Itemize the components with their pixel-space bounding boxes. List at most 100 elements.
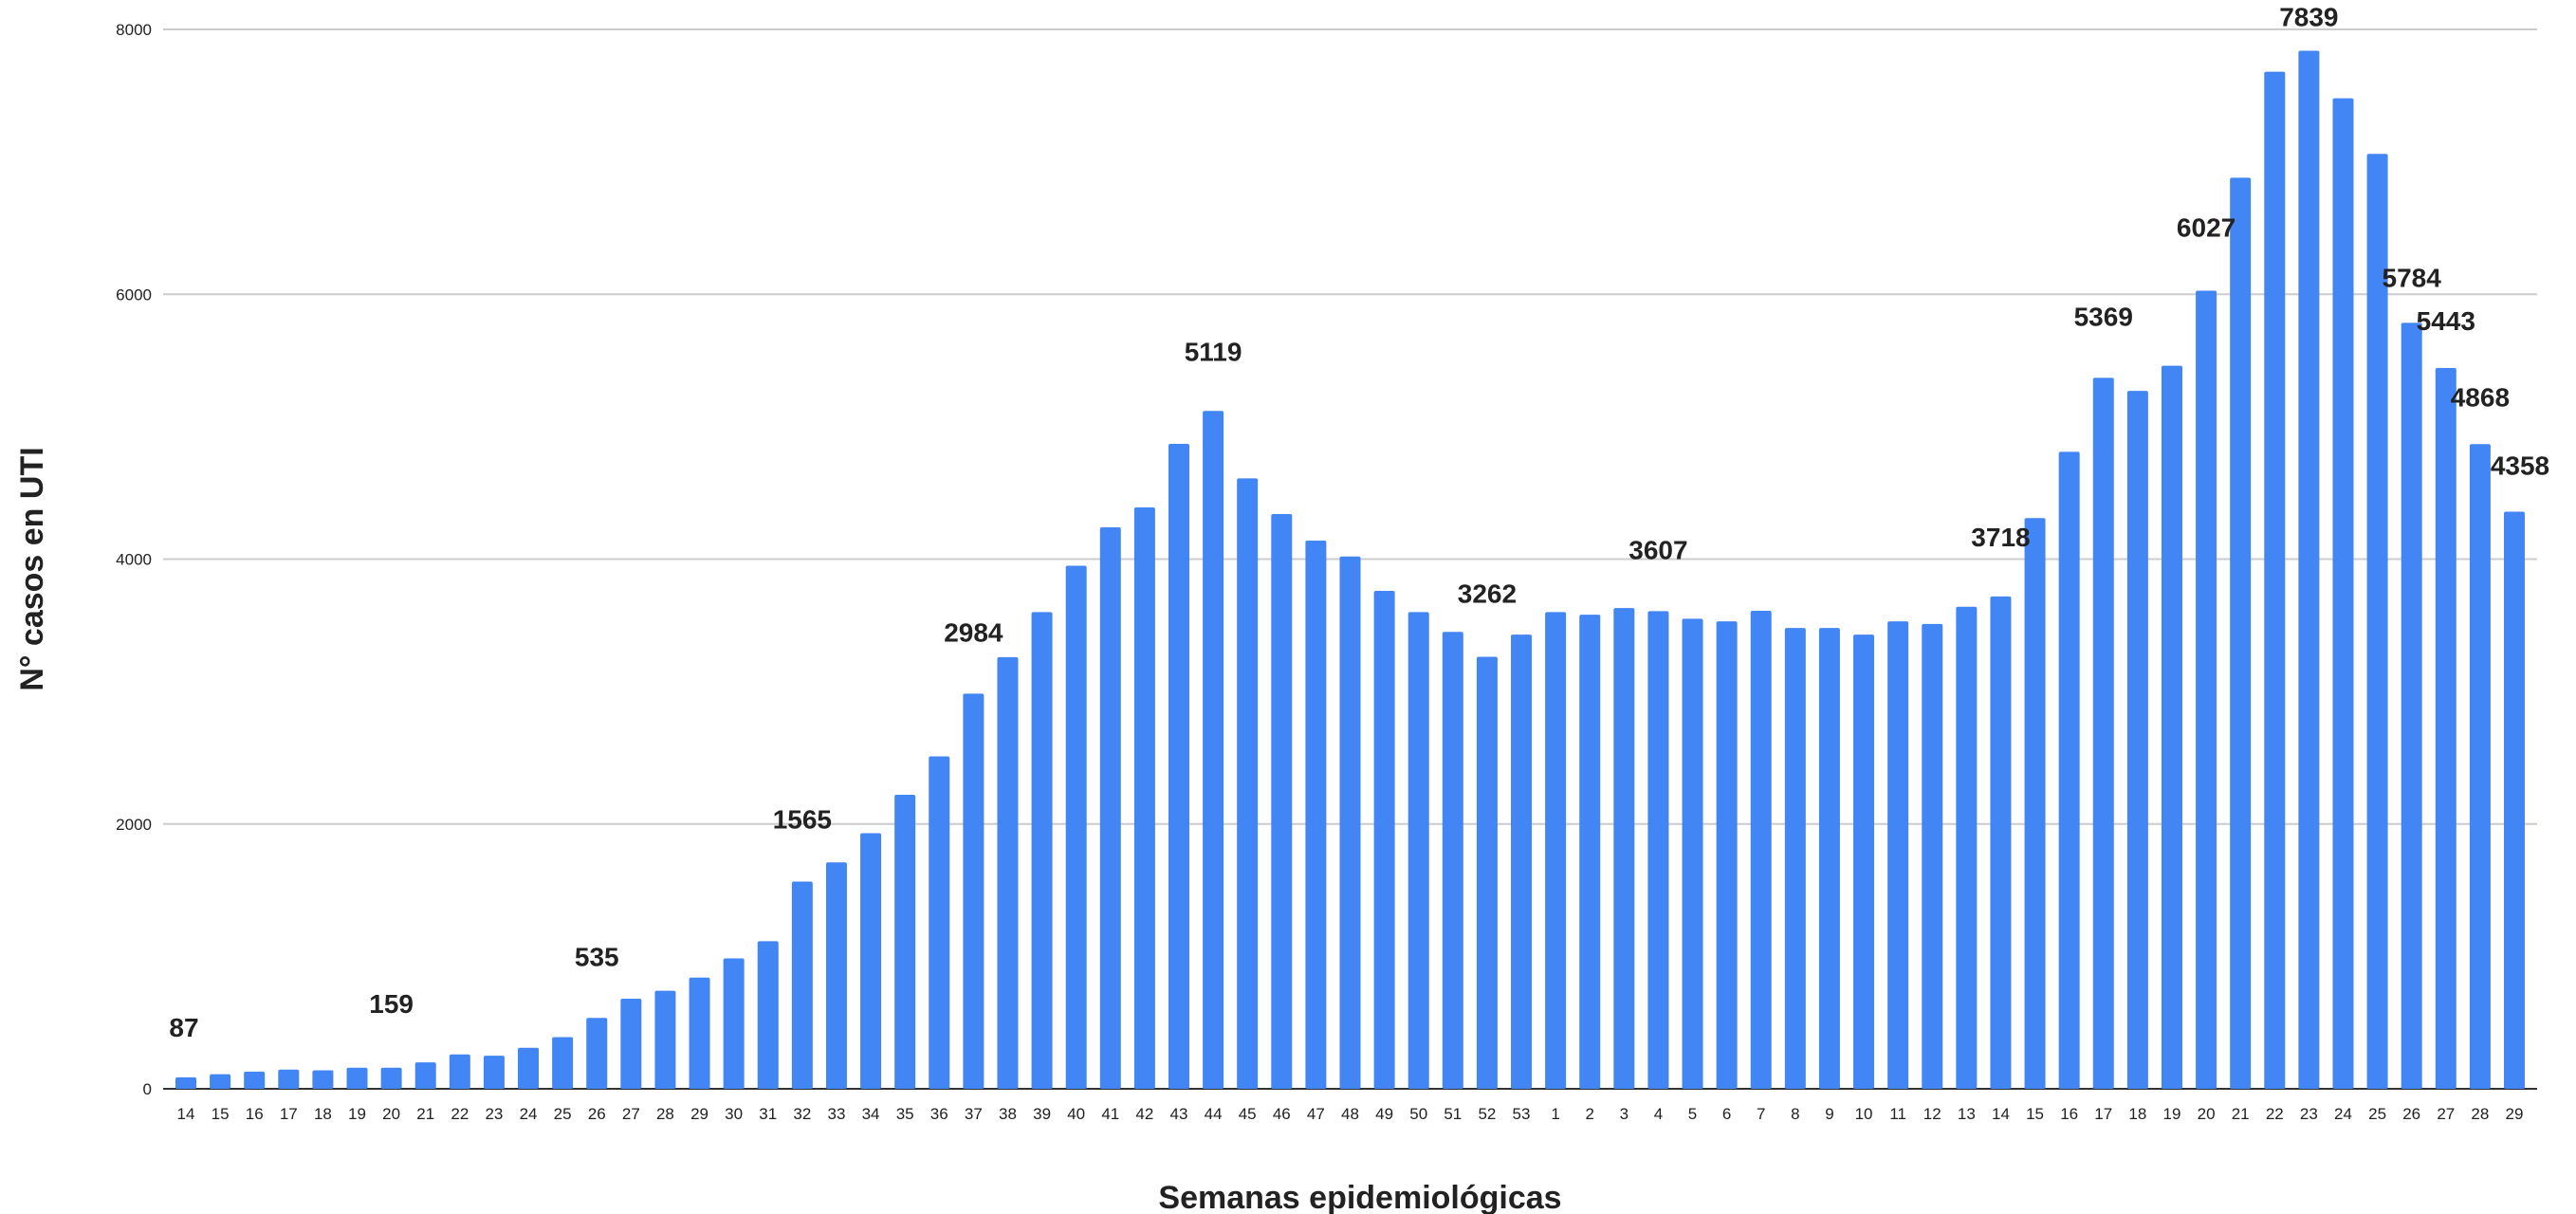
x-tick-label: 24: [520, 1105, 538, 1123]
bar: [1373, 591, 1395, 1089]
bar: [654, 990, 676, 1089]
bar: [2504, 511, 2525, 1089]
x-tick-label: 16: [246, 1105, 264, 1123]
bar: [2401, 322, 2422, 1089]
bar: [210, 1074, 231, 1089]
bar: [2366, 154, 2388, 1089]
x-tick-label: 19: [2163, 1105, 2181, 1123]
y-axis-ticks: 0 2000 4000 6000 8000: [116, 21, 152, 1098]
x-tick-label: 17: [280, 1105, 298, 1123]
x-tick-label: 20: [382, 1105, 400, 1123]
bar: [2024, 518, 2046, 1089]
x-tick-label: 41: [1101, 1105, 1119, 1123]
x-tick-label: 34: [862, 1105, 880, 1123]
x-tick-label: 17: [2094, 1105, 2112, 1123]
bar: [1853, 635, 1875, 1089]
bar: [1887, 621, 1909, 1089]
data-label: 2984: [944, 617, 1003, 647]
data-label: 5443: [2417, 306, 2475, 336]
x-tick-label: 48: [1341, 1105, 1359, 1123]
x-tick-label: 39: [1033, 1105, 1051, 1123]
x-tick-label: 36: [930, 1105, 948, 1123]
x-tick-label: 51: [1444, 1105, 1462, 1123]
bar: [757, 941, 779, 1089]
x-tick-label: 15: [212, 1105, 230, 1123]
x-tick-label: 18: [314, 1105, 332, 1123]
data-label: 3718: [1971, 523, 2030, 552]
x-tick-label: 27: [622, 1105, 640, 1123]
bar: [1203, 411, 1224, 1089]
x-tick-label: 44: [1205, 1105, 1223, 1123]
x-tick-label: 22: [2266, 1105, 2284, 1123]
bar: [723, 958, 745, 1089]
bar: [1065, 565, 1087, 1089]
x-tick-label: 5: [1688, 1105, 1697, 1123]
x-tick-label: 50: [1409, 1105, 1427, 1123]
bar: [2092, 377, 2114, 1089]
x-tick-label: 22: [451, 1105, 469, 1123]
x-tick-label: 27: [2437, 1105, 2455, 1123]
bar: [2230, 177, 2252, 1089]
x-tick-label: 28: [2471, 1105, 2489, 1123]
x-tick-label: 46: [1273, 1105, 1291, 1123]
data-label: 4358: [2491, 451, 2549, 481]
x-tick-label: 43: [1170, 1105, 1188, 1123]
bar: [1168, 444, 1189, 1089]
x-tick-label: 10: [1855, 1105, 1873, 1123]
x-tick-label: 52: [1478, 1105, 1496, 1123]
data-label: 3607: [1628, 535, 1687, 564]
x-tick-label: 16: [2060, 1105, 2078, 1123]
bar: [929, 756, 950, 1089]
bar: [1922, 623, 1943, 1089]
bar: [2435, 368, 2456, 1089]
x-tick-label: 19: [348, 1105, 366, 1123]
x-tick-label: 3: [1620, 1105, 1628, 1123]
bar: [1716, 621, 1738, 1089]
bar: [1442, 632, 1463, 1089]
x-tick-label: 14: [1992, 1105, 2010, 1123]
bar: [1305, 540, 1327, 1089]
bar: [414, 1062, 436, 1089]
x-tick-label: 29: [690, 1105, 708, 1123]
bar: [1682, 618, 1703, 1089]
data-label: 5119: [1185, 337, 1242, 366]
bar: [483, 1056, 505, 1089]
x-tick-label: 29: [2506, 1105, 2524, 1123]
x-tick-label: 53: [1513, 1105, 1531, 1123]
y-tick-label: 4000: [116, 551, 152, 569]
bar: [689, 977, 710, 1089]
x-axis-ticks: 14 15 16 17 18 19 20 21 22 23 24 25 26 27 28 29 30 31 32 33…: [177, 1105, 2524, 1123]
bar: [2161, 365, 2182, 1090]
x-tick-label: 14: [177, 1105, 195, 1123]
bar: [1339, 556, 1361, 1089]
x-tick-label: 45: [1239, 1105, 1257, 1123]
bar: [1408, 612, 1429, 1089]
x-tick-label: 35: [896, 1105, 914, 1123]
bar: [1237, 478, 1259, 1089]
data-label: 6027: [2177, 212, 2236, 242]
bar: [552, 1037, 574, 1089]
x-tick-label: 18: [2128, 1105, 2146, 1123]
x-tick-label: 23: [2300, 1105, 2318, 1123]
bar: [2196, 290, 2217, 1090]
bar: [518, 1047, 540, 1089]
bar: [278, 1069, 300, 1089]
bar: [1579, 615, 1601, 1089]
data-label: 87: [169, 1013, 198, 1042]
bar: [894, 795, 916, 1089]
x-tick-label: 2: [1585, 1105, 1593, 1123]
bar: [2058, 451, 2080, 1089]
x-tick-label: 8: [1791, 1105, 1799, 1123]
x-tick-label: 26: [588, 1105, 606, 1123]
x-tick-label: 30: [725, 1105, 743, 1123]
bar: [1476, 656, 1498, 1089]
x-tick-label: 25: [554, 1105, 572, 1123]
x-tick-label: 28: [656, 1105, 674, 1123]
bar: [2264, 71, 2286, 1089]
bar: [586, 1018, 608, 1089]
data-label: 535: [575, 942, 619, 971]
data-label: 4868: [2451, 382, 2510, 412]
bar: [1750, 610, 1772, 1089]
bar: [1099, 526, 1121, 1089]
